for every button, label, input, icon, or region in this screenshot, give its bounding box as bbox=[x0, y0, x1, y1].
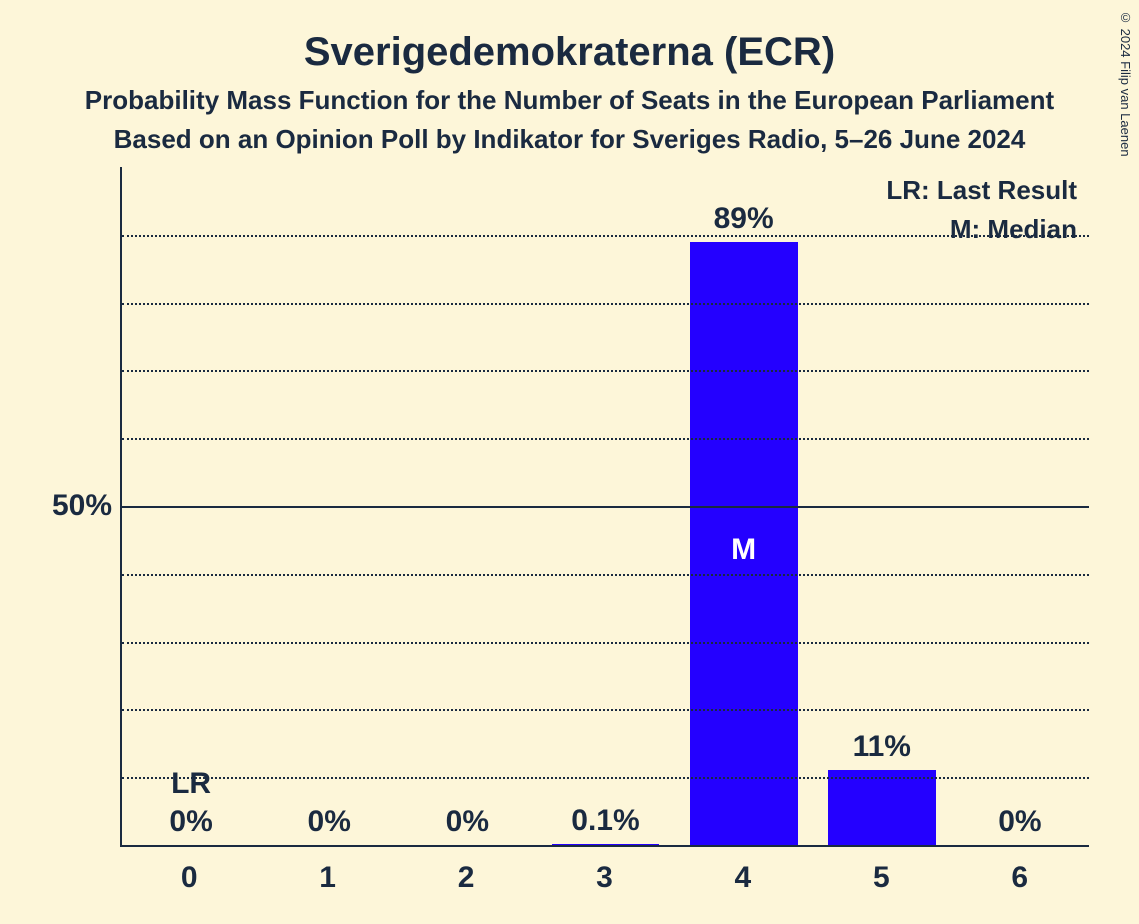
bar-value-label: 0% bbox=[446, 805, 489, 839]
bar-value-label: 11% bbox=[853, 730, 911, 764]
bar: 11% bbox=[828, 770, 936, 845]
plot-area: LR: Last Result M: Median 50% 0%LR0%0%0.… bbox=[120, 167, 1089, 847]
bar-value-label: 0% bbox=[308, 805, 351, 839]
x-axis-label: 2 bbox=[397, 861, 535, 895]
x-axis-label: 6 bbox=[951, 861, 1089, 895]
x-axis: 0123456 bbox=[120, 861, 1089, 895]
legend-lr: LR: Last Result bbox=[886, 171, 1077, 210]
bar-value-label: 0% bbox=[998, 805, 1041, 839]
x-axis-label: 0 bbox=[120, 861, 258, 895]
median-marker: M bbox=[731, 533, 756, 567]
chart-subtitle-1: Probability Mass Function for the Number… bbox=[40, 85, 1099, 116]
gridline bbox=[122, 506, 1089, 508]
x-axis-label: 4 bbox=[674, 861, 812, 895]
bar-value-label: 89% bbox=[714, 202, 774, 236]
legend-median: M: Median bbox=[886, 210, 1077, 249]
y-axis-label: 50% bbox=[42, 489, 112, 523]
gridline bbox=[122, 642, 1089, 644]
last-result-marker: LR bbox=[171, 767, 211, 801]
x-axis-label: 5 bbox=[812, 861, 950, 895]
gridline bbox=[122, 709, 1089, 711]
bar-value-label: 0.1% bbox=[571, 804, 639, 838]
gridline bbox=[122, 777, 1089, 779]
chart-subtitle-2: Based on an Opinion Poll by Indikator fo… bbox=[40, 124, 1099, 155]
gridline bbox=[122, 370, 1089, 372]
copyright-text: © 2024 Filip van Laenen bbox=[1118, 10, 1133, 157]
gridline bbox=[122, 438, 1089, 440]
bar: 0.1% bbox=[552, 844, 660, 845]
gridline bbox=[122, 574, 1089, 576]
bar-value-label: 0% bbox=[169, 805, 212, 839]
x-axis-label: 3 bbox=[535, 861, 673, 895]
chart-titles: Sverigedemokraterna (ECR) Probability Ma… bbox=[40, 30, 1099, 155]
chart-title: Sverigedemokraterna (ECR) bbox=[40, 30, 1099, 75]
legend: LR: Last Result M: Median bbox=[886, 171, 1077, 249]
gridline bbox=[122, 303, 1089, 305]
bar: 89%M bbox=[690, 242, 798, 845]
chart-container: Sverigedemokraterna (ECR) Probability Ma… bbox=[0, 0, 1139, 924]
x-axis-label: 1 bbox=[258, 861, 396, 895]
